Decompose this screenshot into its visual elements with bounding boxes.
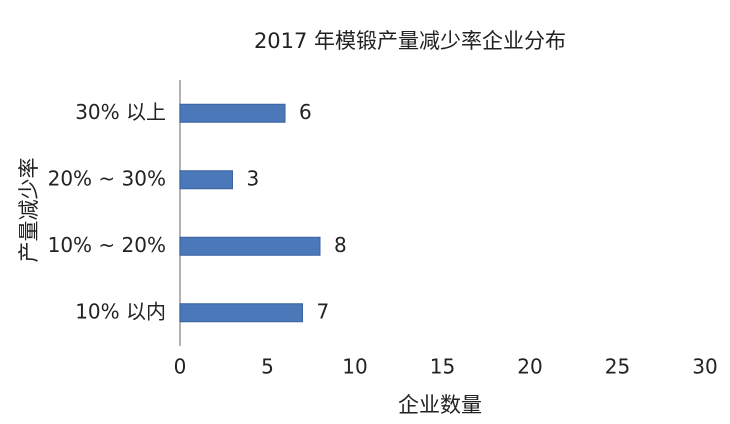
chart-title: 2017 年模锻产量减少率企业分布 bbox=[254, 29, 566, 53]
x-tick-label: 25 bbox=[605, 355, 630, 379]
data-label: 6 bbox=[299, 100, 312, 124]
bar bbox=[179, 236, 321, 256]
x-tick-label: 20 bbox=[517, 355, 542, 379]
y-tick-label: 20% ~ 30% bbox=[48, 166, 166, 190]
bar bbox=[179, 303, 303, 323]
data-label: 7 bbox=[317, 299, 330, 323]
x-tick-label: 5 bbox=[261, 355, 274, 379]
y-axis-title: 产量减少率 bbox=[17, 158, 41, 263]
data-label: 8 bbox=[334, 233, 347, 257]
x-tick-label: 30 bbox=[692, 355, 717, 379]
y-tick-label: 10% ~ 20% bbox=[48, 233, 166, 257]
y-tick-label: 30% 以上 bbox=[75, 100, 166, 124]
x-tick-label: 15 bbox=[430, 355, 455, 379]
y-tick-label: 10% 以内 bbox=[75, 299, 166, 323]
x-axis-title: 企业数量 bbox=[398, 393, 482, 417]
bar bbox=[179, 170, 233, 190]
x-tick-label: 10 bbox=[342, 355, 367, 379]
bar bbox=[179, 103, 286, 123]
data-label: 3 bbox=[247, 166, 260, 190]
x-tick-label: 0 bbox=[174, 355, 187, 379]
